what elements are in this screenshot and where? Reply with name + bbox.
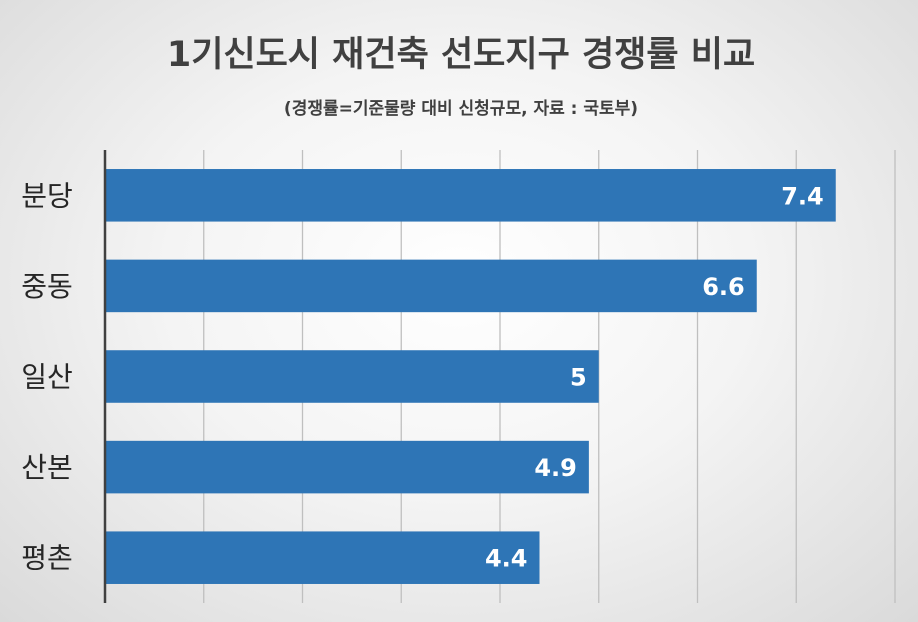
bar <box>105 531 540 584</box>
category-label: 중동 <box>21 270 73 303</box>
category-label: 산본 <box>21 451 73 484</box>
chart-subtitle: (경쟁률=기준물량 대비 신청규모, 자료 : 국토부) <box>284 98 638 119</box>
bar <box>105 259 757 313</box>
bar <box>105 440 589 494</box>
bar <box>105 169 836 222</box>
category-label: 일산 <box>21 361 73 394</box>
value-label: 6.6 <box>702 273 745 301</box>
category-label: 평촌 <box>21 542 73 575</box>
value-label: 4.4 <box>485 545 528 573</box>
bars <box>105 169 836 584</box>
value-label: 7.4 <box>781 182 824 210</box>
value-label: 4.9 <box>534 454 577 482</box>
chart-title: 1기신도시 재건축 선도지구 경쟁률 비교 <box>167 35 755 75</box>
value-labels: 7.4 6.6 5 4.9 4.4 <box>485 182 824 572</box>
bar <box>105 350 599 403</box>
value-label: 5 <box>570 364 587 392</box>
category-label: 분당 <box>21 179 73 212</box>
